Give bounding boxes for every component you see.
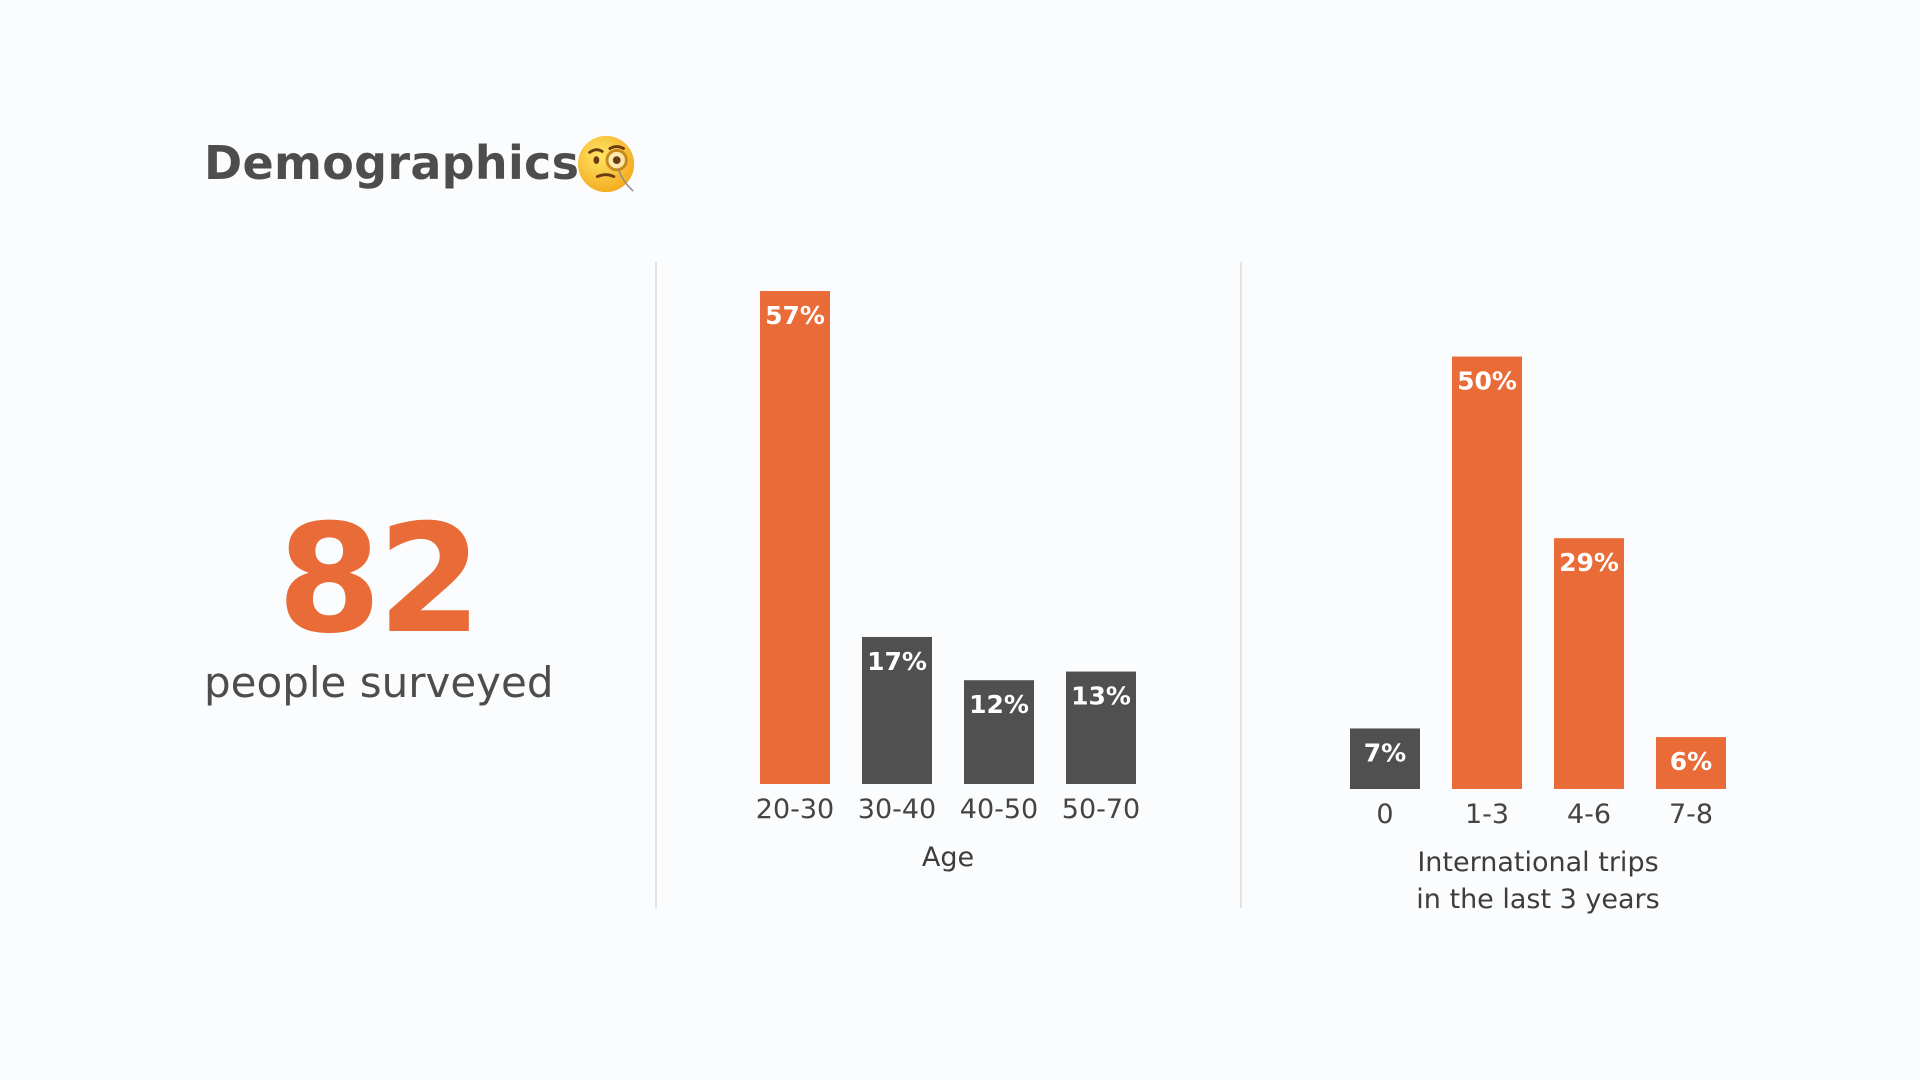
- page-title: Demographics: [204, 136, 580, 190]
- bar-value-label: 17%: [867, 647, 927, 676]
- bar-4-6: [1554, 538, 1624, 789]
- bar-value-label: 57%: [765, 301, 825, 330]
- bar-value-label: 13%: [1071, 682, 1131, 711]
- bar-50-70: [1066, 671, 1136, 784]
- bar-40-50: [964, 680, 1034, 784]
- age-chart-svg: 57% 20-30 Age 17% 30-40 12% 40-50 13% 50-70: [756, 291, 1140, 873]
- tick-label: 4-6: [1567, 799, 1611, 830]
- bar-30-40: [862, 636, 932, 784]
- survey-count: 82: [277, 493, 482, 667]
- bar-value-label: 6%: [1670, 747, 1712, 776]
- x-axis-label: Age: [922, 842, 974, 873]
- tick-label: 40-50: [960, 794, 1038, 825]
- bar-1-3: [1452, 356, 1522, 789]
- age-chart: 57% 20-30 Age 17% 30-40 12% 40-50 13% 50-70: [740, 262, 1160, 922]
- bar-0: [1350, 728, 1420, 789]
- tick-label: 20-30: [756, 794, 834, 825]
- divider-left: [655, 262, 657, 908]
- bar-value-label: 7%: [1364, 738, 1406, 767]
- tick-label: 30-40: [858, 794, 936, 825]
- x-axis-label: in the last 3 years: [1416, 884, 1659, 915]
- x-axis-label: International trips: [1417, 847, 1658, 878]
- monocle-face-icon: [577, 135, 635, 193]
- tick-label: 0: [1376, 799, 1393, 830]
- tick-label: 50-70: [1062, 794, 1140, 825]
- tick-label: 7-8: [1669, 799, 1713, 830]
- bar-20-30: [760, 291, 830, 784]
- bar-value-label: 50%: [1457, 367, 1517, 396]
- tick-label: 1-3: [1465, 799, 1509, 830]
- survey-count-label: people surveyed: [204, 658, 554, 707]
- trips-chart: 7% 0 International trips in the last 3 year…: [1330, 262, 1750, 922]
- bar-value-label: 12%: [969, 690, 1029, 719]
- bar-7-8: [1656, 737, 1726, 789]
- trips-chart-svg: 7% 0 International trips in the last 3 year…: [1350, 356, 1726, 915]
- bar-value-label: 29%: [1559, 548, 1619, 577]
- divider-right: [1240, 262, 1242, 908]
